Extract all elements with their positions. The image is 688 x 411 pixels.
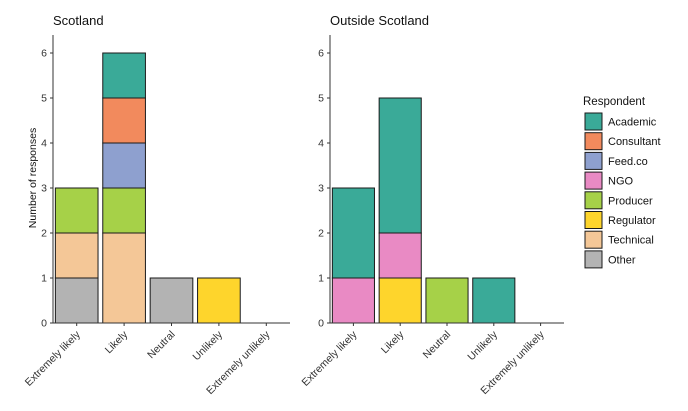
- bar-extremely-likely-other: [54, 277, 99, 324]
- x-tick-label-unlikely: Unlikely: [191, 328, 226, 363]
- bar-likely-feed-co: [102, 142, 146, 189]
- x-tick-label-neutral: Neutral: [145, 329, 177, 361]
- bar-neutral-other: [149, 277, 194, 324]
- bar-extremely-likely-technical: [54, 232, 99, 279]
- panel-title-outside-scotland: Outside Scotland: [330, 13, 429, 28]
- y-tick-label: 6: [41, 48, 47, 60]
- legend-title: Respondent: [583, 96, 646, 108]
- y-tick-label: 1: [41, 273, 47, 285]
- bar-likely-technical: [102, 232, 146, 324]
- legend-items: Academic Consultant Feed.co NGO Producer Regu…: [584, 112, 661, 269]
- x-tick-label-likely: Likely: [103, 328, 131, 356]
- legend-swatch: [584, 171, 603, 190]
- legend-swatch: [584, 151, 603, 170]
- x-ticks: Extremely likely Likely Neutral UnlikelyExt…: [23, 323, 273, 397]
- legend-label: Consultant: [608, 136, 661, 148]
- legend-item-ngo: NGO: [584, 171, 634, 190]
- legend-item-consultant: Consultant: [584, 132, 661, 151]
- y-tick-label: 2: [41, 228, 47, 240]
- legend-item-other: Other: [584, 250, 636, 269]
- y-tick-label: 0: [41, 318, 47, 330]
- bar-likely-producer: [102, 187, 146, 234]
- y-tick-label: 0: [318, 318, 324, 330]
- y-tick-label: 5: [318, 93, 324, 105]
- legend-label: Feed.co: [608, 156, 648, 168]
- legend-item-feed-co: Feed.co: [584, 151, 648, 170]
- bar-unlikely-regulator: [197, 277, 241, 324]
- y-tick-label: 6: [318, 48, 324, 60]
- bar-likely-ngo: [378, 232, 422, 279]
- bar-likely-regulator: [378, 277, 422, 324]
- legend-item-academic: Academic: [584, 112, 657, 131]
- legend-swatch: [584, 250, 603, 269]
- bar-extremely-likely-producer: [54, 187, 99, 234]
- legend-label: Regulator: [608, 215, 656, 227]
- legend-item-regulator: Regulator: [584, 211, 656, 229]
- bar-unlikely-academic: [472, 277, 516, 324]
- bar-likely-academic: [378, 97, 422, 234]
- panel-outside-scotland: Outside Scotland 0 1 2 3 4 5 6 Extremely likel…: [299, 13, 564, 397]
- x-ticks: Extremely likely Likely Neutral UnlikelyExt…: [299, 323, 547, 397]
- legend-swatch: [584, 112, 603, 131]
- legend-item-technical: Technical: [584, 230, 654, 249]
- y-tick-label: 3: [41, 183, 47, 195]
- y-ticks: 0 1 2 3 4 5 6: [318, 48, 330, 330]
- y-axis-label: Number of responses: [27, 128, 39, 228]
- bars: [331, 97, 516, 324]
- legend-label: Technical: [608, 235, 654, 247]
- bars: [54, 52, 241, 324]
- panel-scotland: Scotland Number of responses 0 1 2 3 4 5 6 Ext…: [23, 13, 290, 397]
- x-tick-label-extremely-likely: Extremely likely: [23, 328, 84, 389]
- y-tick-label: 2: [318, 228, 324, 240]
- legend-item-producer: Producer: [584, 191, 653, 210]
- legend-label: Producer: [608, 195, 653, 207]
- x-tick-label-neutral: Neutral: [421, 329, 453, 361]
- bar-likely-consultant: [102, 97, 146, 144]
- y-tick-label: 4: [41, 138, 47, 150]
- legend-swatch: [584, 191, 603, 210]
- panel-title-scotland: Scotland: [53, 13, 104, 28]
- legend-label: NGO: [608, 176, 634, 188]
- legend-swatch: [584, 132, 603, 151]
- x-tick-label-unlikely: Unlikely: [465, 328, 500, 363]
- bar-likely-academic: [102, 52, 146, 99]
- y-tick-label: 4: [318, 138, 324, 150]
- x-tick-label-likely: Likely: [379, 328, 407, 356]
- legend-label: Other: [608, 254, 636, 266]
- legend-swatch: [584, 211, 603, 229]
- y-tick-label: 1: [318, 273, 324, 285]
- y-ticks: 0 1 2 3 4 5 6: [41, 48, 53, 330]
- legend-label: Academic: [608, 117, 657, 129]
- bar-neutral-producer: [425, 277, 469, 324]
- x-tick-label-extremely-likely: Extremely likely: [299, 328, 360, 389]
- y-tick-label: 5: [41, 93, 47, 105]
- bar-extremely-likely-ngo: [331, 277, 375, 324]
- legend: Respondent Academic Consultant Feed.co NGO P…: [583, 96, 661, 269]
- bar-extremely-likely-academic: [331, 187, 375, 279]
- legend-swatch: [584, 230, 603, 249]
- y-tick-label: 3: [318, 183, 324, 195]
